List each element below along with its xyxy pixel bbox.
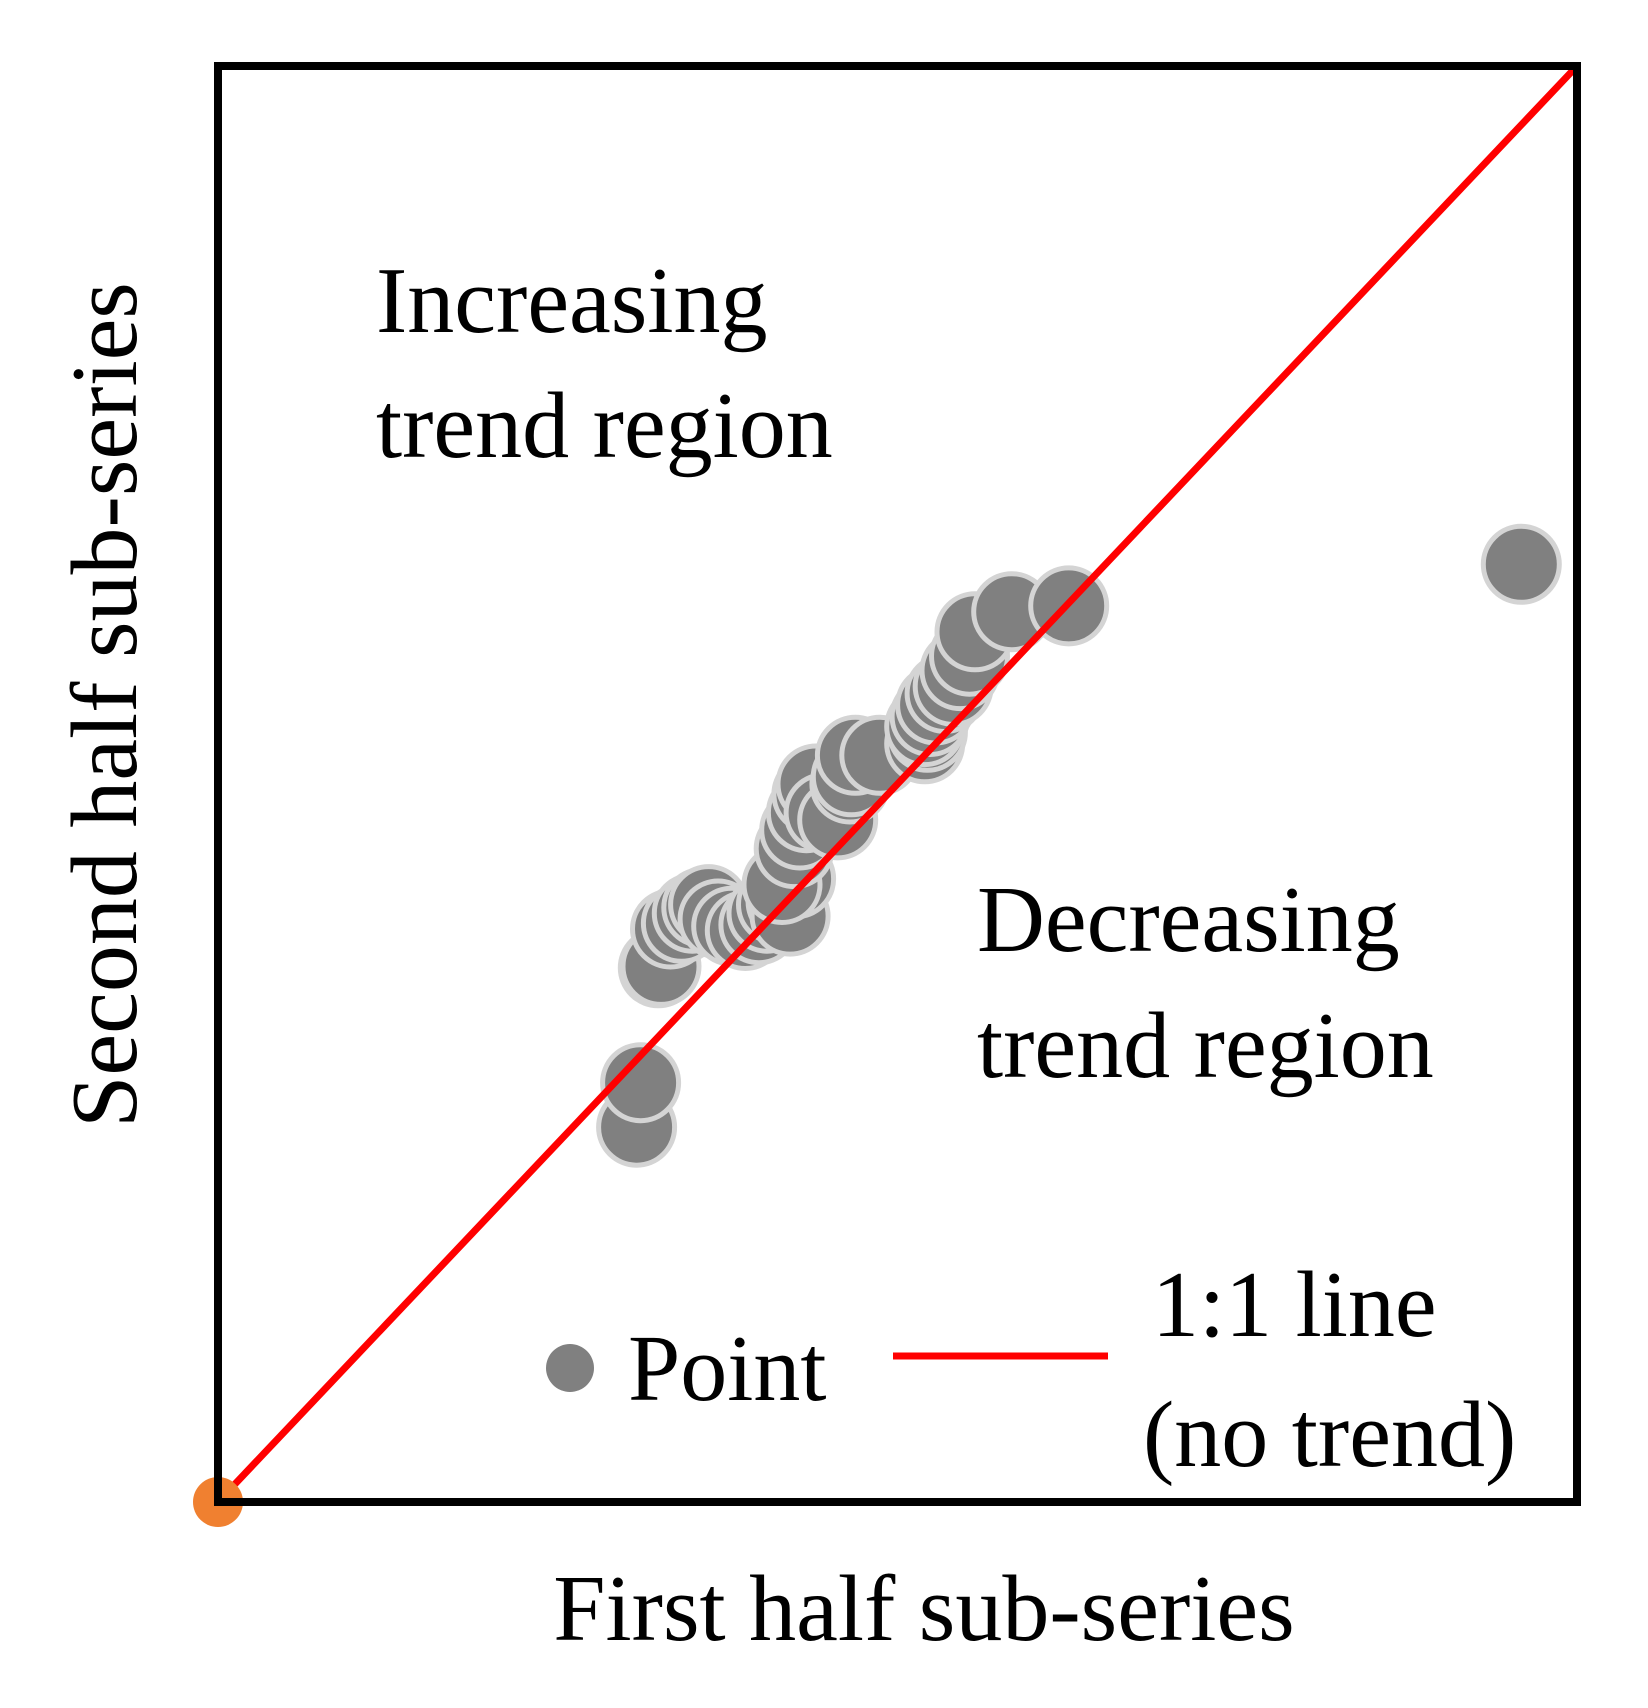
data-point — [1480, 523, 1562, 605]
x-axis-label: First half sub-series — [553, 1557, 1294, 1661]
one-to-one-line — [214, 62, 1581, 1506]
data-point — [600, 1042, 682, 1124]
y-axis-label: Second half sub-series — [53, 282, 157, 1128]
legend: Point 1:1 line (no trend) — [546, 1253, 1516, 1487]
legend-line-label-2: (no trend) — [1143, 1383, 1516, 1487]
legend-point-label: Point — [628, 1317, 827, 1421]
legend-point-marker — [546, 1344, 594, 1392]
annotation-increasing-line2: trend region — [376, 374, 833, 478]
annotation-decreasing-line2: trend region — [977, 994, 1434, 1098]
points-layer — [596, 523, 1562, 1168]
annotation-increasing-line1: Increasing — [376, 249, 767, 353]
annotation-decreasing-line1: Decreasing — [977, 868, 1400, 972]
plot-frame — [214, 62, 1581, 1506]
legend-line-label-1: 1:1 line — [1152, 1253, 1437, 1357]
